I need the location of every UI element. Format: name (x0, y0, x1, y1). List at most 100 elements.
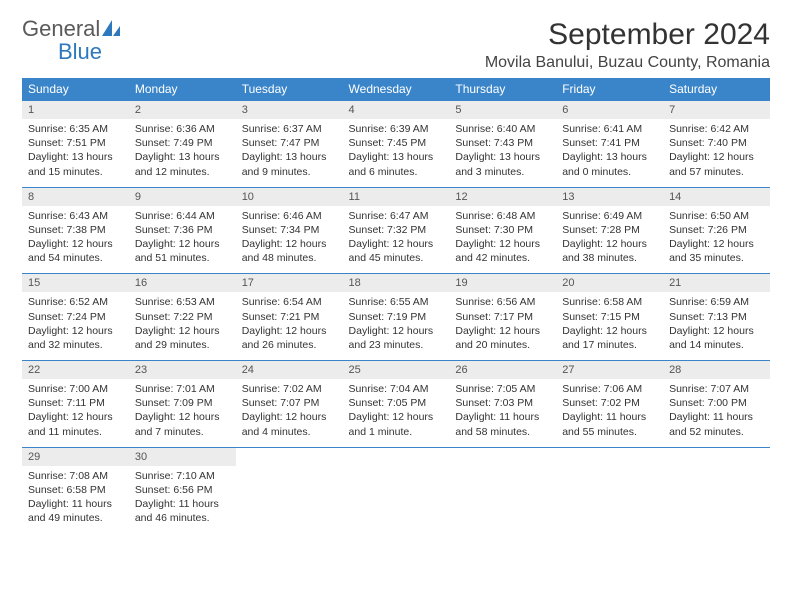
empty-day-content (556, 466, 663, 534)
week-content-row: Sunrise: 6:43 AMSunset: 7:38 PMDaylight:… (22, 206, 770, 274)
day-content: Sunrise: 6:44 AMSunset: 7:36 PMDaylight:… (129, 206, 236, 274)
day-content: Sunrise: 6:42 AMSunset: 7:40 PMDaylight:… (663, 119, 770, 187)
day-header-sunday: Sunday (22, 78, 129, 101)
header: General Blue September 2024 Movila Banul… (22, 18, 770, 72)
day-number: 20 (556, 274, 663, 293)
daylight-text: Daylight: 11 hours and 55 minutes. (562, 410, 657, 438)
sunrise-text: Sunrise: 6:48 AM (455, 209, 550, 223)
sunset-text: Sunset: 7:02 PM (562, 396, 657, 410)
sunset-text: Sunset: 7:09 PM (135, 396, 230, 410)
day-number: 23 (129, 361, 236, 380)
daylight-text: Daylight: 12 hours and 42 minutes. (455, 237, 550, 265)
empty-day-content (449, 466, 556, 534)
sunrise-text: Sunrise: 7:00 AM (28, 382, 123, 396)
sunset-text: Sunset: 7:49 PM (135, 136, 230, 150)
sunrise-text: Sunrise: 6:59 AM (669, 295, 764, 309)
day-content: Sunrise: 6:55 AMSunset: 7:19 PMDaylight:… (343, 292, 450, 360)
sunrise-text: Sunrise: 6:36 AM (135, 122, 230, 136)
day-content: Sunrise: 6:46 AMSunset: 7:34 PMDaylight:… (236, 206, 343, 274)
day-content: Sunrise: 7:00 AMSunset: 7:11 PMDaylight:… (22, 379, 129, 447)
day-number: 19 (449, 274, 556, 293)
day-header-thursday: Thursday (449, 78, 556, 101)
daylight-text: Daylight: 13 hours and 9 minutes. (242, 150, 337, 178)
daylight-text: Daylight: 12 hours and 54 minutes. (28, 237, 123, 265)
sunset-text: Sunset: 7:13 PM (669, 310, 764, 324)
sunrise-text: Sunrise: 6:41 AM (562, 122, 657, 136)
sunset-text: Sunset: 7:32 PM (349, 223, 444, 237)
logo-general-text: General (22, 16, 100, 41)
sunrise-text: Sunrise: 6:44 AM (135, 209, 230, 223)
day-number: 10 (236, 187, 343, 206)
day-number: 6 (556, 101, 663, 120)
day-number: 17 (236, 274, 343, 293)
day-number: 9 (129, 187, 236, 206)
daylight-text: Daylight: 12 hours and 38 minutes. (562, 237, 657, 265)
day-number: 18 (343, 274, 450, 293)
sunset-text: Sunset: 7:51 PM (28, 136, 123, 150)
sunset-text: Sunset: 7:28 PM (562, 223, 657, 237)
sunrise-text: Sunrise: 6:54 AM (242, 295, 337, 309)
sunset-text: Sunset: 7:03 PM (455, 396, 550, 410)
day-content: Sunrise: 6:53 AMSunset: 7:22 PMDaylight:… (129, 292, 236, 360)
daylight-text: Daylight: 13 hours and 6 minutes. (349, 150, 444, 178)
sunset-text: Sunset: 7:34 PM (242, 223, 337, 237)
sunrise-text: Sunrise: 7:04 AM (349, 382, 444, 396)
sunrise-text: Sunrise: 7:08 AM (28, 469, 123, 483)
empty-day-content (236, 466, 343, 534)
day-number: 13 (556, 187, 663, 206)
daylight-text: Daylight: 13 hours and 3 minutes. (455, 150, 550, 178)
day-number: 22 (22, 361, 129, 380)
sunset-text: Sunset: 7:36 PM (135, 223, 230, 237)
week-content-row: Sunrise: 6:52 AMSunset: 7:24 PMDaylight:… (22, 292, 770, 360)
logo-sail-icon (102, 23, 120, 40)
daylight-text: Daylight: 13 hours and 0 minutes. (562, 150, 657, 178)
daylight-text: Daylight: 12 hours and 14 minutes. (669, 324, 764, 352)
day-header-friday: Friday (556, 78, 663, 101)
sunrise-text: Sunrise: 6:39 AM (349, 122, 444, 136)
daylight-text: Daylight: 12 hours and 51 minutes. (135, 237, 230, 265)
day-number: 4 (343, 101, 450, 120)
daylight-text: Daylight: 12 hours and 45 minutes. (349, 237, 444, 265)
day-number: 7 (663, 101, 770, 120)
sunrise-text: Sunrise: 6:37 AM (242, 122, 337, 136)
daylight-text: Daylight: 12 hours and 1 minute. (349, 410, 444, 438)
sunrise-text: Sunrise: 7:02 AM (242, 382, 337, 396)
sunrise-text: Sunrise: 6:58 AM (562, 295, 657, 309)
day-content: Sunrise: 6:36 AMSunset: 7:49 PMDaylight:… (129, 119, 236, 187)
sunset-text: Sunset: 7:24 PM (28, 310, 123, 324)
daylight-text: Daylight: 12 hours and 57 minutes. (669, 150, 764, 178)
day-number: 11 (343, 187, 450, 206)
sunrise-text: Sunrise: 7:10 AM (135, 469, 230, 483)
day-number: 16 (129, 274, 236, 293)
day-number: 30 (129, 447, 236, 466)
month-title: September 2024 (485, 18, 770, 52)
day-content: Sunrise: 7:07 AMSunset: 7:00 PMDaylight:… (663, 379, 770, 447)
week-content-row: Sunrise: 7:00 AMSunset: 7:11 PMDaylight:… (22, 379, 770, 447)
day-number: 5 (449, 101, 556, 120)
day-content: Sunrise: 6:48 AMSunset: 7:30 PMDaylight:… (449, 206, 556, 274)
sunset-text: Sunset: 7:22 PM (135, 310, 230, 324)
sunrise-text: Sunrise: 6:50 AM (669, 209, 764, 223)
day-number: 26 (449, 361, 556, 380)
sunset-text: Sunset: 7:38 PM (28, 223, 123, 237)
day-content: Sunrise: 6:43 AMSunset: 7:38 PMDaylight:… (22, 206, 129, 274)
day-content: Sunrise: 6:41 AMSunset: 7:41 PMDaylight:… (556, 119, 663, 187)
sunrise-text: Sunrise: 6:52 AM (28, 295, 123, 309)
sunrise-text: Sunrise: 6:56 AM (455, 295, 550, 309)
sunrise-text: Sunrise: 6:35 AM (28, 122, 123, 136)
daylight-text: Daylight: 12 hours and 11 minutes. (28, 410, 123, 438)
daylight-text: Daylight: 12 hours and 32 minutes. (28, 324, 123, 352)
day-number: 14 (663, 187, 770, 206)
sunrise-text: Sunrise: 6:47 AM (349, 209, 444, 223)
sunset-text: Sunset: 7:30 PM (455, 223, 550, 237)
empty-day-number (663, 447, 770, 466)
daylight-text: Daylight: 13 hours and 15 minutes. (28, 150, 123, 178)
day-content: Sunrise: 6:56 AMSunset: 7:17 PMDaylight:… (449, 292, 556, 360)
logo: General Blue (22, 18, 120, 64)
sunset-text: Sunset: 7:00 PM (669, 396, 764, 410)
day-number: 1 (22, 101, 129, 120)
day-content: Sunrise: 6:47 AMSunset: 7:32 PMDaylight:… (343, 206, 450, 274)
sunrise-text: Sunrise: 6:53 AM (135, 295, 230, 309)
sunset-text: Sunset: 7:26 PM (669, 223, 764, 237)
day-number: 15 (22, 274, 129, 293)
